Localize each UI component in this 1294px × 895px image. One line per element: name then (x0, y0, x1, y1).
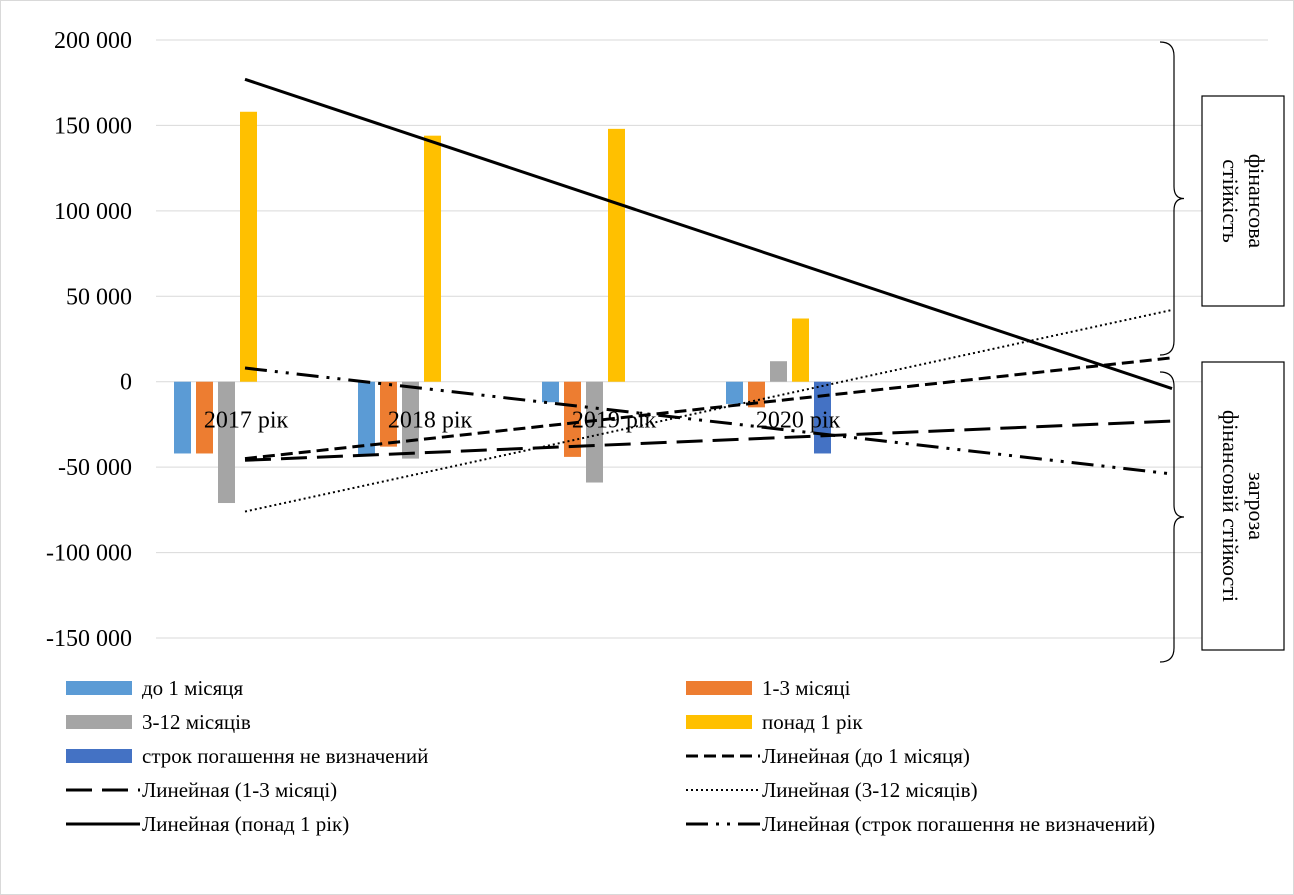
annotation-lower: загрозафінансовій стійкості (1218, 410, 1269, 602)
annotation-upper-box (1201, 95, 1285, 307)
bracket (1159, 371, 1185, 663)
y-tick-label: -50 000 (58, 455, 132, 481)
category-label: 2018 рік (388, 408, 473, 434)
y-tick-label: 200 000 (54, 28, 132, 54)
gridlines (156, 39, 1268, 639)
legend-label: Линейная (до 1 місяця) (762, 744, 970, 768)
bar (586, 381, 603, 483)
y-tick-label: 50 000 (66, 284, 132, 310)
legend-label: 1-3 місяці (762, 676, 851, 700)
bar (240, 111, 257, 382)
category-label: 2020 рік (756, 408, 841, 434)
category-label: 2017 рік (204, 408, 289, 434)
trendline (244, 356, 1173, 461)
bar (748, 381, 765, 408)
brackets: фінансовастійкість загрозафінансовій стій… (1159, 41, 1285, 663)
bar (726, 381, 743, 404)
legend-swatch (686, 681, 752, 695)
y-tick-label: 150 000 (54, 113, 132, 139)
y-tick-label: 0 (120, 370, 132, 396)
bar (218, 381, 235, 504)
legend-label: 3-12 місяців (142, 710, 251, 734)
bar (770, 361, 787, 382)
annotation-upper: фінансовастійкість (1218, 154, 1269, 249)
bar (542, 381, 559, 403)
legend-label: строк погашення не визначений (142, 744, 428, 768)
bars (174, 111, 831, 504)
trendlines (244, 77, 1173, 513)
trendline (244, 308, 1173, 513)
y-tick-label: -150 000 (46, 626, 132, 652)
legend-label: Линейная (3-12 місяців) (762, 778, 978, 802)
legend-label: Линейная (1-3 місяці) (142, 778, 337, 802)
legend-label: Линейная (строк погашення не визначений) (762, 812, 1155, 836)
annotation-lower-box (1201, 361, 1285, 651)
bar (424, 135, 441, 382)
y-tick-label: 100 000 (54, 199, 132, 225)
trendline (244, 77, 1173, 390)
bar (792, 318, 809, 382)
y-axis-ticks: 200 000 150 000 100 000 50 000 0 -50 000 -100 … (46, 28, 132, 652)
bar (608, 128, 625, 382)
bar (358, 381, 375, 456)
legend-swatch (66, 749, 132, 763)
trendline (244, 419, 1173, 462)
bracket (1159, 41, 1185, 356)
y-tick-label: -100 000 (46, 541, 132, 567)
legend: до 1 місяця 1-3 місяці 3-12 місяців понад 1… (66, 676, 1155, 836)
legend-swatch (66, 715, 132, 729)
legend-swatch (686, 715, 752, 729)
bar (196, 381, 213, 454)
legend-label: Линейная (понад 1 рік) (142, 812, 349, 836)
legend-swatch (66, 681, 132, 695)
bar (564, 381, 581, 457)
legend-label: до 1 місяця (142, 676, 244, 700)
legend-label: понад 1 рік (762, 710, 863, 734)
bar (174, 381, 191, 454)
bar (380, 381, 397, 447)
